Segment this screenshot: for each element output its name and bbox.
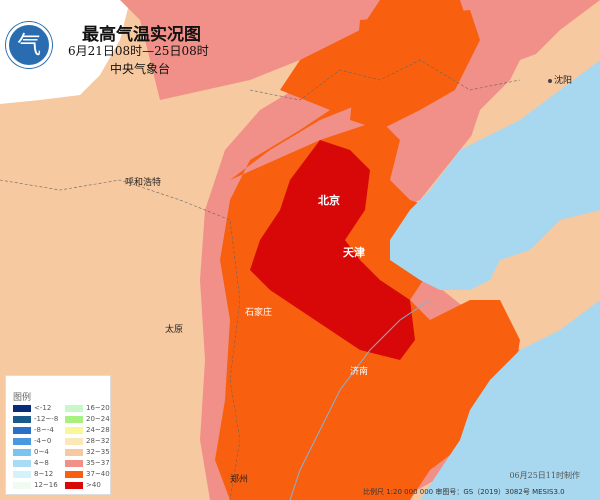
legend-swatch [13, 448, 31, 456]
city-shijiazhuang: 石家庄 [245, 308, 273, 318]
sea-yellow [420, 300, 600, 500]
legend-item: >40 [65, 481, 101, 490]
legend-item: 8~12 [13, 470, 53, 479]
legend-swatch [13, 459, 31, 467]
legend-item: 16~20 [65, 404, 110, 413]
legend-swatch [13, 470, 31, 478]
legend-swatch [65, 459, 83, 467]
city-zhengzhou: 郑州 [230, 475, 249, 485]
legend-item: 28~32 [65, 437, 110, 446]
legend-item: 24~28 [65, 426, 110, 435]
legend-label: <-12 [34, 404, 52, 412]
city-shenyang: 沈阳 [548, 73, 572, 86]
legend-label: 32~35 [86, 448, 110, 456]
legend-item: -8~-4 [13, 426, 54, 435]
legend-label: 16~20 [86, 404, 110, 412]
legend-swatch [13, 437, 31, 445]
legend-label: 28~32 [86, 437, 110, 445]
zone-above-40 [250, 140, 415, 360]
legend-title: 图例 [13, 393, 32, 403]
city-jinan: 济南 [350, 367, 369, 377]
boundary-line-2 [249, 59, 521, 101]
legend-item: 4~8 [13, 459, 49, 468]
legend-swatch [65, 448, 83, 456]
zone-37-40-north [350, 10, 480, 130]
legend-label: >40 [86, 481, 101, 489]
cma-logo: 气 [6, 22, 52, 68]
legend-swatch [65, 481, 83, 489]
legend-label: 8~12 [34, 470, 54, 478]
legend-label: 12~16 [34, 481, 58, 489]
boundary-line [0, 179, 241, 500]
legend-swatch [65, 470, 83, 478]
city-taiyuan: 太原 [165, 325, 184, 335]
legend-swatch [65, 415, 83, 423]
legend-label: 0~4 [34, 448, 49, 456]
legend-label: 37~40 [86, 470, 110, 478]
map-issuer: 中央气象台 [110, 62, 171, 76]
legend-label: -8~-4 [34, 426, 54, 434]
legend-swatch [65, 426, 83, 434]
legend-swatch [13, 426, 31, 434]
map-period: 6月21日08时—25日08时 [68, 44, 209, 58]
legend-item: 0~4 [13, 448, 49, 457]
map-title: 最高气温实况图 [82, 25, 201, 45]
scale-note: 比例尺 1:20 000 000 审图号：GS（2019）3082号 MESIS… [363, 488, 565, 496]
legend-item: -4~0 [13, 437, 51, 446]
legend-label: 35~37 [86, 459, 110, 467]
legend-item: 20~24 [65, 415, 110, 424]
legend-item: <-12 [13, 404, 51, 413]
city-tianjin: 天津 [343, 246, 365, 259]
legend-swatch [13, 404, 31, 412]
legend-label: 20~24 [86, 415, 110, 423]
river-yellow [289, 299, 431, 500]
legend-label: -4~0 [34, 437, 52, 445]
legend-item: 12~16 [13, 481, 58, 490]
city-hohhot: 呼和浩特 [125, 178, 162, 188]
zone-37-40 [215, 0, 520, 500]
city-beijing: 北京 [318, 194, 340, 207]
zone-32-35-liaodong [470, 0, 600, 140]
legend-swatch [65, 437, 83, 445]
legend-item: 37~40 [65, 470, 110, 479]
made-time: 06月25日11时制作 [509, 471, 580, 480]
legend-label: 24~28 [86, 426, 110, 434]
city-dot-icon [548, 78, 552, 83]
legend-item: 32~35 [65, 448, 110, 457]
legend-swatch [13, 415, 31, 423]
legend-item: 35~37 [65, 459, 110, 468]
legend-swatch [13, 481, 31, 489]
legend-label: -12~-8 [34, 415, 59, 423]
legend-swatch [65, 404, 83, 412]
sea-bohai [390, 60, 600, 290]
legend: 图例 <-12 -12~-8 -8~-4 -4~0 0~4 4~8 8~12 12~16 16~… [5, 375, 111, 495]
legend-item: -12~-8 [13, 415, 58, 424]
legend-label: 4~8 [34, 459, 49, 467]
